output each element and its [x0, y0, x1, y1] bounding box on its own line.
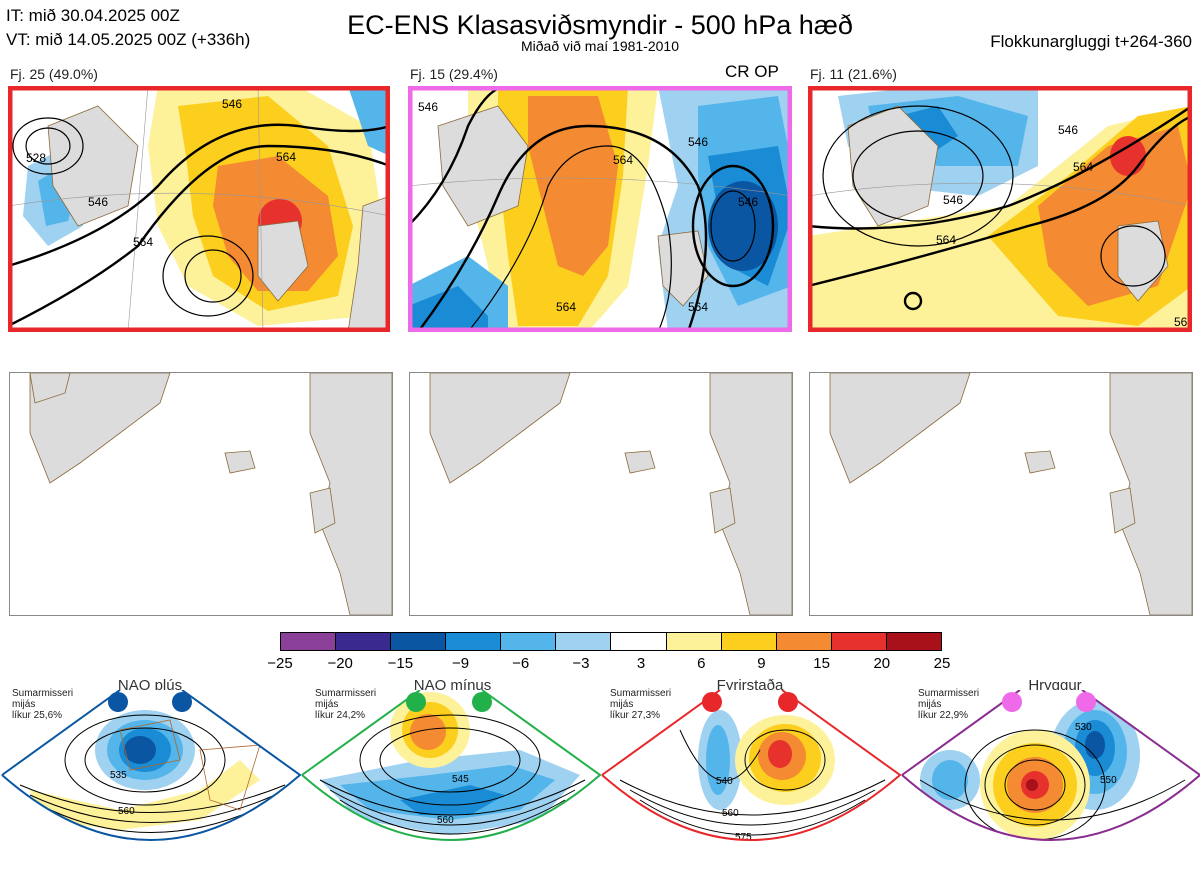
colorbar-tick-label: −3	[572, 655, 590, 672]
colorbar-segment	[556, 633, 612, 650]
valid-time: VT: mið 14.05.2025 00Z (+336h)	[6, 30, 251, 49]
cluster-3-contour-label: 564	[936, 233, 956, 247]
colorbar-tick-label: 9	[757, 655, 766, 672]
regime-4-note: Sumarmisseri mijás líkur 22,9%	[918, 688, 980, 721]
empty-map-3	[809, 372, 1193, 616]
cluster-1-contour-label: 546	[88, 195, 108, 209]
cluster-1-contour-label: 528	[26, 151, 46, 165]
cluster-3-frame	[808, 86, 1192, 332]
svg-text:560: 560	[437, 815, 454, 826]
cluster-3-contour-label: 564	[1073, 160, 1093, 174]
cluster-2-label: Fj. 15 (29.4%)	[410, 66, 498, 82]
cluster-1-frame	[8, 86, 390, 332]
colorbar-segment	[831, 633, 887, 650]
cluster-1-contour-label: 564	[133, 235, 153, 249]
regime-2-title: NAO mínus	[413, 677, 492, 694]
colorbar-segment	[446, 633, 502, 650]
cluster-2-contour-label: 546	[418, 100, 438, 114]
colorbar-segment	[776, 633, 832, 650]
cluster-2-contour-label: 546	[688, 135, 708, 149]
cluster-3-map: 546 564 564 546 564	[808, 86, 1192, 332]
cluster-2-contour-label: 546	[738, 195, 758, 209]
colorbar-tick-label: 20	[873, 655, 891, 672]
colorbar-tick-label: −25	[267, 655, 293, 672]
svg-text:550: 550	[1100, 775, 1117, 786]
cluster-2-contour-label: 564	[688, 300, 708, 314]
regime-4-title: Hryggur	[1028, 677, 1082, 694]
empty-map-1	[9, 372, 393, 616]
colorbar-segment	[721, 633, 777, 650]
cluster-3-label: Fj. 11 (21.6%)	[810, 66, 897, 82]
anomaly-colorbar	[280, 632, 942, 651]
regime-3-note: Sumarmisseri mijás líkur 27,3%	[610, 688, 672, 721]
initial-time: IT: mið 30.04.2025 00Z	[6, 6, 180, 25]
svg-text:575: 575	[735, 832, 752, 843]
regime-3-title: Fyrirstaða	[716, 677, 784, 694]
regime-1-title: NAO plús	[117, 677, 183, 694]
svg-text:545: 545	[452, 774, 469, 785]
colorbar-tick-label: −15	[387, 655, 414, 672]
regime-1-map: 535 560	[2, 690, 300, 840]
regime-4-map: 530 550 575	[902, 690, 1200, 847]
colorbar-tick-label: 6	[697, 655, 706, 672]
cluster-3-contour-label: 546	[943, 193, 963, 207]
colorbar-tick-label: 3	[636, 655, 646, 672]
regime-1-dot-left	[108, 692, 128, 712]
colorbar-tick-label: 25	[933, 655, 951, 672]
svg-text:540: 540	[716, 776, 733, 787]
colorbar-tick-label: −9	[451, 655, 470, 672]
colorbar-segment	[611, 633, 667, 650]
cluster-2-contour-label: 564	[556, 300, 576, 314]
colorbar-segment	[281, 633, 337, 650]
regime-3-dot-left	[702, 692, 722, 712]
svg-text:535: 535	[110, 770, 127, 781]
regime-4-dot-right	[1076, 692, 1096, 712]
regime-2-note: Sumarmisseri mijás líkur 24,2%	[315, 688, 377, 721]
colorbar-segment	[666, 633, 722, 650]
regime-1-dot-right	[172, 692, 192, 712]
classification-window: Flokkunargluggi t+264-360	[990, 32, 1192, 51]
cluster-2-contour-label: 564	[613, 153, 633, 167]
colorbar-segment	[886, 633, 941, 650]
svg-text:575: 575	[1092, 836, 1109, 847]
cluster-1-contour-label: 564	[276, 150, 296, 164]
colorbar-segment	[391, 633, 447, 650]
cluster-1-contour-label: 546	[222, 97, 242, 111]
regime-maps: 535 560 545 560 575 540 5	[1, 690, 1200, 861]
cluster-2-marker: CR OP	[725, 62, 779, 81]
svg-text:575: 575	[448, 850, 465, 861]
cluster-3-contour-label: 546	[1058, 123, 1078, 137]
cluster-1-label: Fj. 25 (49.0%)	[10, 66, 98, 82]
empty-map-2	[409, 372, 793, 616]
regime-4-dot-left	[1002, 692, 1022, 712]
cluster-1-map: 546 564 546 564 528	[8, 86, 390, 332]
page-subtitle: Miðað við maí 1981-2010	[521, 38, 679, 54]
svg-text:530: 530	[1075, 722, 1092, 733]
colorbar-segment	[501, 633, 557, 650]
regime-2-map: 545 560 575	[302, 690, 600, 861]
cluster-2-map: 546 564 546 546 564 564	[408, 86, 792, 332]
regime-2-dot-right	[472, 692, 492, 712]
colorbar-segment	[336, 633, 392, 650]
colorbar-tick-label: −6	[512, 655, 530, 672]
cluster-2-frame	[408, 86, 792, 332]
svg-text:560: 560	[118, 806, 135, 817]
regime-3-map: 540 560 575	[602, 690, 900, 843]
regime-1-note: Sumarmisseri mijás líkur 25,6%	[12, 688, 74, 721]
svg-text:560: 560	[722, 808, 739, 819]
regime-2-dot-left	[406, 692, 426, 712]
regime-3-dot-right	[778, 692, 798, 712]
colorbar-tick-label: −20	[327, 655, 353, 672]
colorbar-tick-label: 15	[813, 655, 830, 672]
page-title: EC-ENS Klasasviðsmyndir - 500 hPa hæð	[347, 10, 853, 40]
